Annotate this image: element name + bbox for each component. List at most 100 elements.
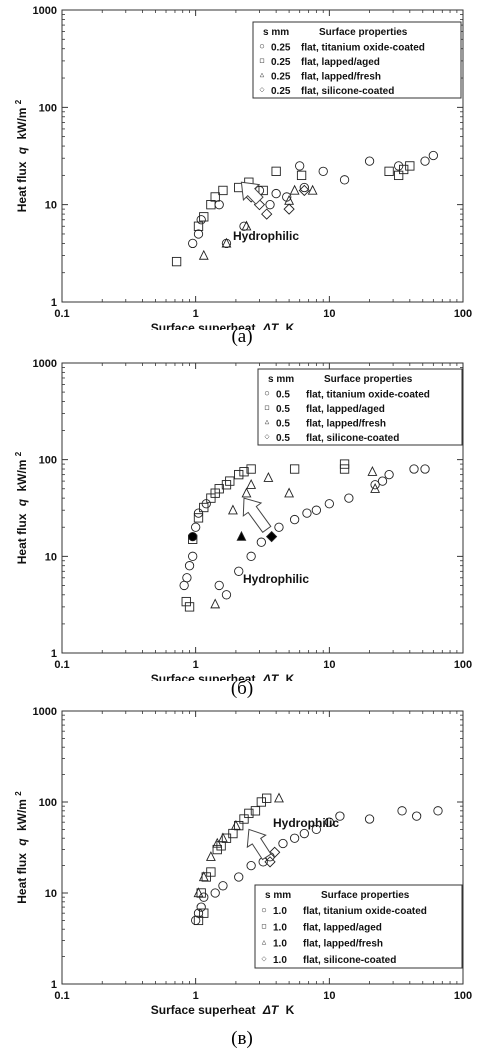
arrow-shape bbox=[242, 497, 272, 533]
chart-panel-b: 1 10 100 1000 0.1 1 10 100 Surface super… bbox=[0, 351, 484, 702]
data-point bbox=[409, 464, 419, 474]
x-tick-label: 1 bbox=[193, 659, 199, 671]
chart-panel-a: 1 10 100 1000 0.1 1 10 100 Surface super… bbox=[0, 0, 484, 351]
data-point bbox=[420, 464, 430, 474]
legend-s-value: 1.0 bbox=[273, 922, 287, 933]
legend-marker bbox=[261, 956, 267, 962]
legend-symbol bbox=[261, 940, 267, 945]
data-point bbox=[193, 915, 204, 926]
data-point bbox=[246, 551, 256, 561]
data-point bbox=[289, 464, 300, 474]
hydrophilic-annotation: Hydrophilic bbox=[273, 816, 339, 830]
legend-s-value: 0.25 bbox=[271, 86, 291, 97]
legend-box bbox=[257, 368, 463, 446]
data-point bbox=[184, 561, 195, 571]
legend-marker bbox=[261, 924, 267, 929]
legend-entry-label: flat, titanium oxide-coated bbox=[301, 42, 425, 53]
x-tick-label: 10 bbox=[323, 990, 335, 1002]
legend-entry-label: flat, titanium oxide-coated bbox=[306, 389, 430, 400]
x-axis-unit: K bbox=[286, 1003, 295, 1017]
data-point bbox=[196, 215, 206, 225]
data-point bbox=[377, 476, 388, 486]
data-point bbox=[339, 464, 350, 474]
data-point bbox=[269, 846, 281, 858]
legend-symbol bbox=[261, 956, 267, 962]
data-point bbox=[271, 188, 281, 199]
data-point bbox=[420, 156, 430, 166]
data-point bbox=[206, 200, 216, 210]
legend-entry-label: flat, lapped/aged bbox=[306, 404, 385, 415]
x-tick-label: 1 bbox=[193, 990, 199, 1002]
y-tick-label: 1 bbox=[51, 648, 57, 660]
data-point bbox=[218, 832, 228, 843]
data-point bbox=[256, 537, 266, 547]
legend-marker bbox=[264, 391, 270, 396]
legend-marker bbox=[264, 405, 270, 410]
x-tick-label: 10 bbox=[323, 659, 335, 671]
legend-symbol bbox=[264, 419, 270, 425]
data-point bbox=[236, 530, 247, 541]
data-point bbox=[241, 487, 252, 498]
data-point bbox=[265, 200, 275, 210]
data-point bbox=[199, 908, 209, 918]
data-point bbox=[296, 170, 307, 181]
data-point bbox=[188, 238, 198, 249]
legend-header-s: s mm bbox=[265, 890, 291, 901]
data-point bbox=[214, 200, 224, 210]
data-point bbox=[221, 590, 232, 600]
legend-s-value: 0.5 bbox=[276, 418, 290, 429]
data-point bbox=[271, 166, 281, 176]
y-tick-label: 1000 bbox=[33, 358, 57, 370]
legend-marker bbox=[259, 44, 265, 49]
y-tick-labels: 1 10 100 1000 bbox=[33, 706, 57, 991]
data-points bbox=[179, 459, 430, 612]
legend-symbol bbox=[264, 434, 270, 440]
x-tick-label: 100 bbox=[454, 308, 472, 320]
data-point bbox=[205, 851, 216, 861]
x-tick-label: 100 bbox=[454, 659, 472, 671]
legend-header-props: Surface properties bbox=[324, 374, 413, 385]
minor-ticks bbox=[61, 9, 464, 303]
data-point bbox=[250, 806, 261, 816]
data-point bbox=[274, 792, 284, 803]
y-tick-label: 100 bbox=[39, 797, 57, 809]
legend-symbol bbox=[259, 44, 265, 49]
data-point bbox=[228, 828, 238, 839]
legend-header-props: Surface properties bbox=[319, 27, 408, 38]
y-axis-unit-exp: 2 bbox=[14, 99, 23, 104]
legend-symbol bbox=[261, 924, 267, 929]
data-point bbox=[344, 493, 354, 503]
data-point bbox=[263, 472, 274, 482]
legend: s mm Surface properties 1.0 flat, titani… bbox=[254, 884, 463, 969]
plot-frame bbox=[61, 9, 464, 303]
y-tick-labels: 1 10 100 1000 bbox=[33, 5, 57, 309]
data-point bbox=[181, 596, 191, 607]
legend-marker bbox=[261, 908, 267, 913]
y-axis-label: Heat flux q kW/m 2 bbox=[14, 791, 29, 904]
legend-entry-label: flat, lapped/fresh bbox=[301, 71, 381, 82]
y-axis-label-text: Heat flux bbox=[15, 161, 29, 212]
legend-symbol bbox=[259, 72, 265, 78]
data-point bbox=[411, 811, 422, 821]
data-point bbox=[212, 837, 223, 848]
data-point bbox=[393, 161, 404, 171]
legend-header-props: Surface properties bbox=[321, 890, 410, 901]
data-point bbox=[230, 819, 241, 830]
x-axis-label-text: Surface superheat bbox=[151, 672, 256, 681]
legend-entry-label: flat, lapped/aged bbox=[303, 922, 382, 933]
data-point bbox=[262, 793, 272, 803]
legend-s-value: 0.5 bbox=[276, 404, 290, 415]
panel-caption-c: (в) bbox=[231, 1028, 253, 1049]
data-point bbox=[196, 888, 206, 898]
legend-s-value: 1.0 bbox=[273, 906, 287, 917]
y-tick-label: 100 bbox=[39, 102, 57, 114]
x-axis-symbol: ΔT bbox=[262, 1003, 280, 1017]
data-point bbox=[193, 513, 204, 523]
data-point bbox=[384, 469, 394, 480]
data-point bbox=[225, 476, 235, 486]
x-axis-unit: K bbox=[286, 672, 295, 681]
legend-marker bbox=[264, 419, 270, 425]
data-point bbox=[283, 203, 295, 215]
data-point bbox=[244, 808, 254, 819]
x-axis-unit: K bbox=[286, 321, 295, 330]
